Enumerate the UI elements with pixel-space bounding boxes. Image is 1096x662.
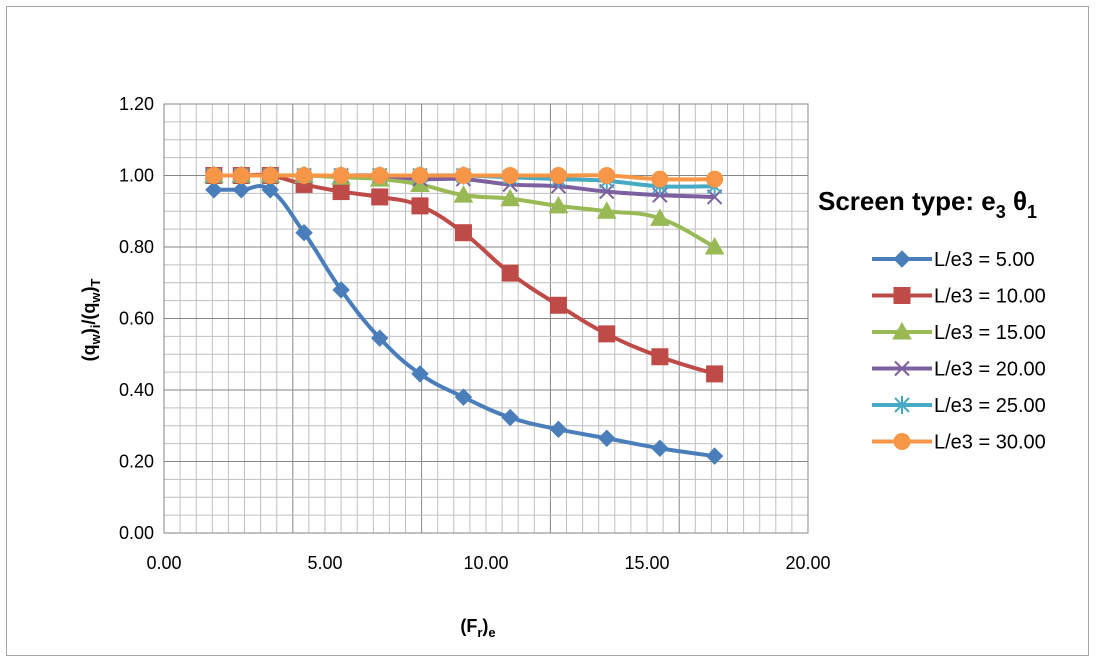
data-point bbox=[454, 167, 472, 184]
data-point bbox=[371, 329, 389, 347]
data-point bbox=[411, 167, 429, 184]
data-point bbox=[548, 195, 569, 214]
data-point bbox=[261, 181, 279, 199]
legend-marker bbox=[893, 250, 911, 268]
series-6 bbox=[205, 167, 724, 188]
y-tick-label: 0.20 bbox=[119, 452, 154, 472]
legend-label: L/e3 = 20.00 bbox=[934, 359, 1046, 381]
data-point bbox=[371, 167, 389, 184]
data-point bbox=[501, 408, 519, 427]
legend-label: L/e3 = 15.00 bbox=[934, 322, 1046, 344]
legend-marker bbox=[894, 360, 910, 377]
legend-marker bbox=[894, 396, 910, 414]
legend-label: L/e3 = 10.00 bbox=[934, 286, 1046, 308]
y-tick-label: 0.00 bbox=[119, 523, 154, 543]
y-axis-label: (qw)i/(qw)T bbox=[79, 279, 103, 362]
legend-label: L/e3 = 30.00 bbox=[934, 432, 1046, 454]
data-point bbox=[232, 181, 250, 199]
data-point bbox=[596, 201, 617, 219]
legend-item: L/e3 = 20.00 bbox=[872, 359, 1046, 381]
data-point bbox=[332, 281, 350, 299]
legend-item: L/e3 = 15.00 bbox=[872, 321, 1046, 344]
data-point bbox=[332, 167, 350, 184]
data-point bbox=[549, 296, 567, 314]
x-tick-label: 0.00 bbox=[146, 553, 181, 573]
y-tick-label: 1.00 bbox=[119, 166, 154, 186]
y-tick-label: 0.60 bbox=[119, 309, 154, 329]
series-group bbox=[204, 165, 725, 465]
data-point bbox=[411, 365, 429, 383]
data-point bbox=[295, 167, 313, 184]
x-tick-label: 5.00 bbox=[307, 553, 342, 573]
data-point bbox=[598, 325, 616, 343]
data-point bbox=[650, 208, 670, 226]
y-tick-label: 0.80 bbox=[119, 237, 154, 257]
data-point bbox=[500, 188, 521, 207]
legend-marker bbox=[893, 433, 911, 450]
data-point bbox=[706, 170, 724, 188]
data-point bbox=[454, 224, 472, 242]
data-point bbox=[411, 197, 429, 215]
plot-grid bbox=[163, 103, 809, 534]
series-1 bbox=[205, 181, 724, 465]
data-point bbox=[706, 365, 724, 383]
axis-ticks: 0.00 0.20 0.40 0.60 0.80 1.00 1.20 0.00 5.00 10.0… bbox=[119, 94, 831, 573]
data-point bbox=[501, 264, 519, 282]
data-point bbox=[295, 223, 313, 242]
data-point bbox=[705, 447, 724, 465]
legend-item: L/e3 = 5.00 bbox=[872, 249, 1035, 271]
data-point bbox=[371, 188, 389, 206]
legend-item: L/e3 = 25.00 bbox=[872, 395, 1046, 417]
legend-item: L/e3 = 10.00 bbox=[872, 286, 1046, 308]
legend: L/e3 = 5.00 L/e3 = 10.00 L/e3 = 15.00 L/e3 … bbox=[872, 249, 1046, 454]
data-point bbox=[598, 429, 616, 447]
legend-item: L/e3 = 30.00 bbox=[872, 432, 1046, 454]
legend-label: L/e3 = 5.00 bbox=[934, 249, 1035, 271]
data-point bbox=[205, 181, 223, 199]
data-point bbox=[704, 236, 725, 255]
data-point bbox=[651, 348, 669, 366]
data-point bbox=[598, 167, 616, 184]
series-line bbox=[213, 172, 716, 376]
legend-marker bbox=[892, 321, 912, 340]
data-point bbox=[549, 167, 567, 184]
x-tick-label: 15.00 bbox=[624, 553, 669, 573]
data-point bbox=[453, 185, 474, 203]
x-tick-label: 20.00 bbox=[785, 553, 830, 573]
data-point bbox=[549, 420, 568, 439]
y-tick-label: 0.40 bbox=[119, 380, 154, 400]
legend-label: L/e3 = 25.00 bbox=[934, 395, 1046, 417]
data-point bbox=[332, 183, 350, 201]
y-tick-label: 1.20 bbox=[119, 94, 154, 114]
data-point bbox=[651, 439, 669, 457]
data-point bbox=[205, 167, 223, 184]
data-point bbox=[651, 170, 669, 188]
data-point bbox=[261, 167, 279, 184]
plot-area bbox=[163, 103, 809, 534]
data-point bbox=[501, 167, 519, 184]
data-point bbox=[232, 167, 250, 184]
data-point bbox=[454, 388, 473, 406]
legend-marker bbox=[893, 287, 911, 304]
legend-title: Screen type: e3 θ1 bbox=[818, 186, 1037, 222]
x-axis-label: (Fr)e bbox=[460, 616, 495, 640]
x-tick-label: 10.00 bbox=[463, 553, 508, 573]
